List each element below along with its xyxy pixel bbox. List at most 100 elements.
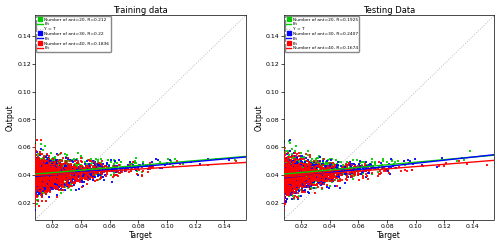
Point — [292, 166, 300, 169]
Point — [58, 172, 66, 176]
Point — [286, 168, 294, 172]
Point — [282, 171, 290, 175]
Point — [47, 176, 55, 180]
Point — [70, 174, 78, 178]
Point — [31, 162, 40, 166]
Point — [72, 170, 80, 174]
Point — [284, 165, 292, 169]
Point — [31, 161, 40, 165]
Point — [324, 170, 332, 174]
Point — [306, 174, 314, 178]
Point — [280, 186, 288, 190]
Point — [294, 169, 302, 173]
Point — [280, 177, 288, 181]
Point — [56, 176, 64, 180]
Point — [280, 174, 288, 178]
Point — [34, 171, 42, 175]
Point — [48, 182, 56, 185]
Point — [292, 172, 300, 176]
Point — [36, 165, 44, 169]
Point — [58, 177, 66, 181]
Point — [50, 157, 58, 161]
Point — [31, 184, 40, 187]
Point — [282, 181, 290, 185]
Point — [52, 159, 60, 163]
Point — [280, 169, 288, 173]
Point — [31, 170, 40, 174]
Point — [280, 180, 288, 184]
Point — [31, 177, 40, 181]
Point — [280, 168, 288, 171]
Point — [31, 182, 40, 186]
Point — [297, 161, 305, 165]
Point — [65, 169, 73, 173]
Point — [291, 170, 299, 174]
Point — [338, 167, 346, 171]
Point — [280, 183, 288, 187]
Point — [31, 161, 40, 165]
Point — [96, 163, 104, 167]
Point — [317, 165, 325, 169]
Point — [31, 165, 40, 169]
Point — [40, 189, 48, 193]
Point — [31, 174, 40, 178]
Point — [94, 174, 102, 178]
Point — [282, 177, 290, 181]
Point — [306, 182, 314, 186]
Point — [46, 178, 54, 182]
Point — [38, 184, 46, 188]
Point — [310, 162, 318, 166]
Point — [292, 152, 300, 156]
Point — [382, 167, 390, 171]
Point — [31, 160, 40, 164]
Point — [35, 185, 43, 189]
Point — [53, 152, 61, 156]
Point — [62, 169, 70, 173]
Point — [294, 164, 302, 168]
Point — [328, 179, 336, 183]
Point — [298, 170, 306, 174]
Point — [280, 183, 288, 186]
Point — [77, 154, 85, 158]
Point — [52, 184, 60, 188]
Point — [31, 169, 40, 173]
Point — [31, 168, 40, 172]
Point — [31, 174, 40, 178]
Point — [338, 167, 346, 171]
Point — [32, 191, 40, 195]
Point — [280, 171, 288, 175]
Point — [280, 167, 288, 171]
Point — [336, 186, 344, 190]
Point — [31, 178, 40, 182]
Point — [280, 183, 288, 187]
Point — [41, 164, 49, 168]
Point — [280, 173, 288, 177]
Point — [281, 168, 289, 171]
Point — [280, 187, 288, 191]
Point — [290, 182, 298, 185]
Point — [31, 175, 40, 179]
Point — [48, 179, 56, 183]
Point — [460, 158, 468, 162]
Point — [282, 174, 290, 178]
Point — [34, 180, 42, 184]
Point — [31, 175, 40, 179]
Point — [31, 162, 40, 166]
Point — [41, 189, 49, 193]
Point — [31, 160, 40, 164]
Point — [31, 170, 40, 174]
Point — [284, 169, 292, 173]
Point — [280, 184, 288, 188]
Point — [38, 178, 46, 182]
Point — [64, 157, 72, 161]
Point — [322, 175, 330, 179]
Point — [54, 176, 62, 180]
Point — [288, 159, 296, 163]
Point — [44, 161, 52, 165]
Point — [359, 170, 367, 174]
Point — [31, 151, 40, 155]
Point — [296, 154, 304, 158]
Point — [78, 160, 86, 164]
Point — [47, 183, 55, 186]
Point — [317, 173, 325, 177]
